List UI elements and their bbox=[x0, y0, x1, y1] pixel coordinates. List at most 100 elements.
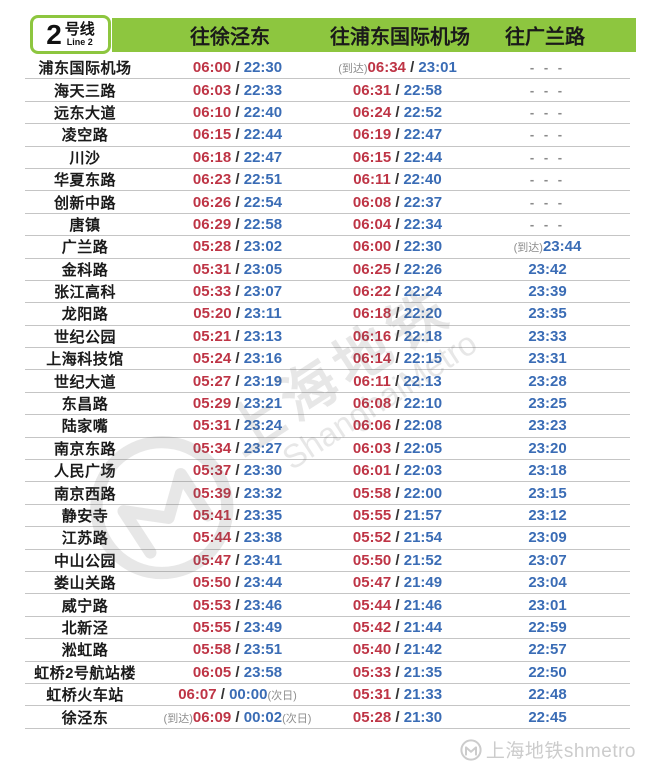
time-to-xujingdong: 06:07 / 00:00(次日) bbox=[145, 683, 330, 707]
timetable: 浦东国际机场 06:00 / 22:30 (到达)06:34 / 23:01 -… bbox=[25, 57, 630, 729]
no-service-dashes: - - - bbox=[529, 60, 566, 76]
time-separator: / bbox=[231, 507, 244, 524]
time-to-guanglanlu: 23:39 bbox=[465, 280, 630, 304]
time-to-xujingdong: 05:37 / 23:30 bbox=[145, 459, 330, 483]
time-to-pudong-airport: 06:04 / 22:34 bbox=[330, 213, 465, 237]
last-train-time: 23:33 bbox=[528, 327, 567, 345]
first-train-time: 06:18 bbox=[352, 305, 392, 323]
time-to-pudong-airport: 05:58 / 22:00 bbox=[330, 481, 465, 505]
time-to-pudong-airport: (到达)06:34 / 23:01 bbox=[330, 57, 465, 80]
time-separator: / bbox=[405, 59, 419, 77]
first-train-time: 05:44 bbox=[352, 596, 392, 614]
time-separator: / bbox=[391, 708, 404, 726]
last-train-time: 21:42 bbox=[403, 641, 443, 659]
time-to-guanglanlu: 23:23 bbox=[465, 414, 630, 438]
last-train-time: 23:02 bbox=[243, 238, 283, 256]
time-to-guanglanlu: - - - bbox=[465, 168, 630, 192]
time-to-guanglanlu: 23:20 bbox=[465, 437, 630, 461]
time-to-xujingdong: 05:39 / 23:32 bbox=[145, 481, 330, 505]
time-separator: / bbox=[391, 551, 404, 569]
time-to-xujingdong: 05:31 / 23:24 bbox=[145, 414, 330, 438]
table-row: 虹桥火车站 06:07 / 00:00(次日) 05:31 / 21:33 22… bbox=[25, 683, 630, 707]
time-separator: / bbox=[231, 618, 244, 636]
first-train-time: 06:15 bbox=[192, 126, 232, 144]
time-to-xujingdong: 06:15 / 22:44 bbox=[145, 123, 330, 147]
first-train-time: 06:04 bbox=[352, 215, 392, 233]
table-row: 江苏路 05:44 / 23:38 05:52 / 21:54 23:09 bbox=[25, 526, 630, 550]
last-train-time: 23:05 bbox=[243, 260, 283, 278]
time-to-guanglanlu: - - - bbox=[465, 123, 630, 147]
first-train-time: 06:00 bbox=[352, 238, 392, 256]
time-to-pudong-airport: 06:16 / 22:18 bbox=[330, 325, 465, 349]
last-train-time: 23:16 bbox=[243, 350, 283, 368]
time-separator: / bbox=[391, 641, 404, 659]
last-train-time: 23:58 bbox=[243, 663, 283, 681]
first-train-time: 05:33 bbox=[192, 283, 232, 301]
first-train-time: 06:14 bbox=[352, 350, 392, 368]
first-train-time: 05:31 bbox=[192, 417, 232, 435]
first-train-time: 05:44 bbox=[192, 529, 232, 547]
time-to-pudong-airport: 05:42 / 21:44 bbox=[330, 616, 465, 640]
station-name: 创新中路 bbox=[25, 190, 145, 214]
direction-header-pudong-airport: 往浦东国际机场 bbox=[330, 26, 470, 49]
first-train-time: 05:50 bbox=[192, 574, 232, 592]
last-train-time: 23:23 bbox=[528, 417, 567, 435]
last-train-time: 21:33 bbox=[403, 686, 443, 704]
last-train-time: 22:40 bbox=[243, 103, 283, 121]
time-to-pudong-airport: 05:40 / 21:42 bbox=[330, 638, 465, 662]
first-train-time: 05:34 bbox=[192, 439, 232, 457]
time-separator: / bbox=[231, 529, 244, 547]
last-train-time: 23:13 bbox=[243, 327, 283, 345]
last-train-time: 23:19 bbox=[243, 372, 283, 390]
time-to-xujingdong: 05:21 / 23:13 bbox=[145, 325, 330, 349]
time-to-xujingdong: 06:18 / 22:47 bbox=[145, 146, 330, 169]
last-train-time: 22:52 bbox=[403, 103, 443, 121]
first-train-time: 05:27 bbox=[192, 372, 232, 390]
first-train-time: 05:58 bbox=[192, 641, 232, 659]
station-name: 世纪公园 bbox=[25, 325, 145, 349]
time-to-xujingdong: 06:00 / 22:30 bbox=[145, 57, 330, 80]
table-row: 徐泾东 (到达)06:09 / 00:02(次日) 05:28 / 21:30 … bbox=[25, 705, 630, 729]
time-to-guanglanlu: 23:04 bbox=[465, 571, 630, 595]
time-to-guanglanlu: 23:18 bbox=[465, 459, 630, 483]
time-to-guanglanlu: 22:59 bbox=[465, 616, 630, 640]
last-train-time: 22:37 bbox=[403, 193, 443, 211]
first-train-time: 05:53 bbox=[192, 596, 232, 614]
first-train-time: 06:00 bbox=[192, 59, 232, 77]
time-separator: / bbox=[391, 395, 404, 413]
time-to-pudong-airport: 06:24 / 22:52 bbox=[330, 101, 465, 125]
table-row: 远东大道 06:10 / 22:40 06:24 / 22:52 - - - bbox=[25, 101, 630, 125]
time-separator: / bbox=[231, 417, 244, 435]
time-separator: / bbox=[231, 484, 244, 502]
time-separator: / bbox=[231, 148, 244, 166]
last-train-time: 23:44 bbox=[542, 238, 582, 256]
time-to-xujingdong: 05:34 / 23:27 bbox=[145, 437, 330, 461]
table-row: 世纪公园 05:21 / 23:13 06:16 / 22:18 23:33 bbox=[25, 325, 630, 349]
time-to-guanglanlu: 23:28 bbox=[465, 369, 630, 393]
time-to-guanglanlu: (到达)23:44 bbox=[465, 235, 630, 259]
no-service-dashes: - - - bbox=[529, 127, 566, 143]
last-train-time: 23:25 bbox=[528, 395, 567, 413]
first-train-time: 05:33 bbox=[352, 663, 392, 681]
last-train-time: 00:00 bbox=[229, 686, 268, 704]
time-to-guanglanlu: 23:31 bbox=[465, 347, 630, 371]
time-to-pudong-airport: 06:08 / 22:10 bbox=[330, 392, 465, 416]
time-to-xujingdong: 05:28 / 23:02 bbox=[145, 235, 330, 259]
station-name: 张江高科 bbox=[25, 280, 145, 304]
time-to-pudong-airport: 06:31 / 22:58 bbox=[330, 78, 465, 102]
last-train-time: 21:57 bbox=[403, 507, 443, 524]
first-train-time: 05:55 bbox=[352, 507, 392, 524]
last-train-time: 23:39 bbox=[528, 283, 567, 301]
time-separator: / bbox=[231, 574, 244, 592]
time-to-pudong-airport: 05:33 / 21:35 bbox=[330, 661, 465, 684]
last-train-time: 22:30 bbox=[403, 238, 443, 256]
first-train-time: 05:52 bbox=[352, 529, 392, 547]
first-train-time: 06:11 bbox=[353, 171, 391, 189]
first-train-time: 05:40 bbox=[352, 641, 392, 659]
time-to-pudong-airport: 05:50 / 21:52 bbox=[330, 549, 465, 572]
table-row: 南京东路 05:34 / 23:27 06:03 / 22:05 23:20 bbox=[25, 437, 630, 461]
first-train-time: 06:15 bbox=[352, 148, 392, 166]
last-train-time: 22:45 bbox=[528, 708, 567, 726]
last-train-time: 22:15 bbox=[403, 350, 443, 368]
table-row: 创新中路 06:26 / 22:54 06:08 / 22:37 - - - bbox=[25, 190, 630, 214]
